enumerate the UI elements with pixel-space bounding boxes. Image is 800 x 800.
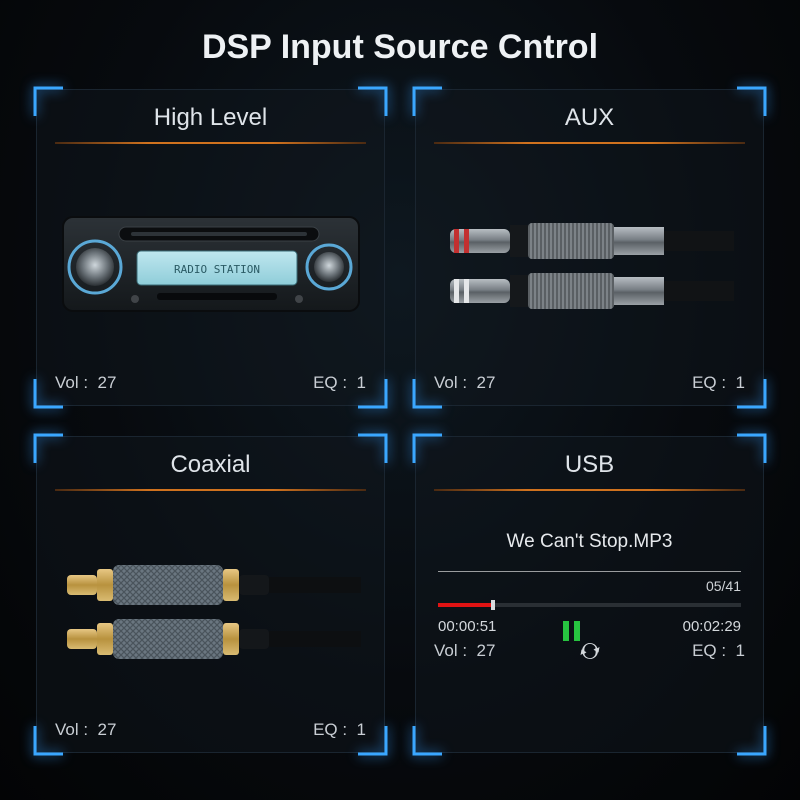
title-rule [55,489,366,491]
card-title: AUX [434,104,745,142]
track-index: 05/41 [438,578,741,594]
track-title: We Can't Stop.MP3 [434,531,745,553]
card-title: High Level [55,104,366,142]
source-grid: High Level [0,89,800,789]
high-level-illustration: RADIO STATION [55,154,366,373]
card-title: Coaxial [55,451,366,489]
progress-bar[interactable] [438,600,741,610]
time-row: 00:00:51 00:02:29 [438,618,741,635]
aux-illustration [434,154,745,373]
title-rule [434,489,745,491]
track-rule [438,571,741,572]
repeat-icon[interactable] [578,639,602,668]
svg-text:RADIO STATION: RADIO STATION [173,263,259,276]
pause-icon[interactable] [563,621,580,641]
title-rule [55,142,366,144]
time-elapsed: 00:00:51 [438,618,496,635]
title-rule [434,142,745,144]
page-title: DSP Input Source Cntrol [0,0,800,89]
card-title: USB [434,451,745,489]
card-stats: Vol : 27 EQ : 1 [434,373,745,393]
card-stats: Vol : 27 EQ : 1 [55,373,366,393]
card-coaxial[interactable]: Coaxial [36,436,385,753]
card-high-level[interactable]: High Level [36,89,385,406]
coaxial-illustration [55,501,366,720]
card-usb[interactable]: USB We Can't Stop.MP3 05/41 00:00:51 00:… [415,436,764,753]
time-total: 00:02:29 [683,618,741,635]
card-stats: Vol : 27 EQ : 1 [55,720,366,740]
card-aux[interactable]: AUX [415,89,764,406]
